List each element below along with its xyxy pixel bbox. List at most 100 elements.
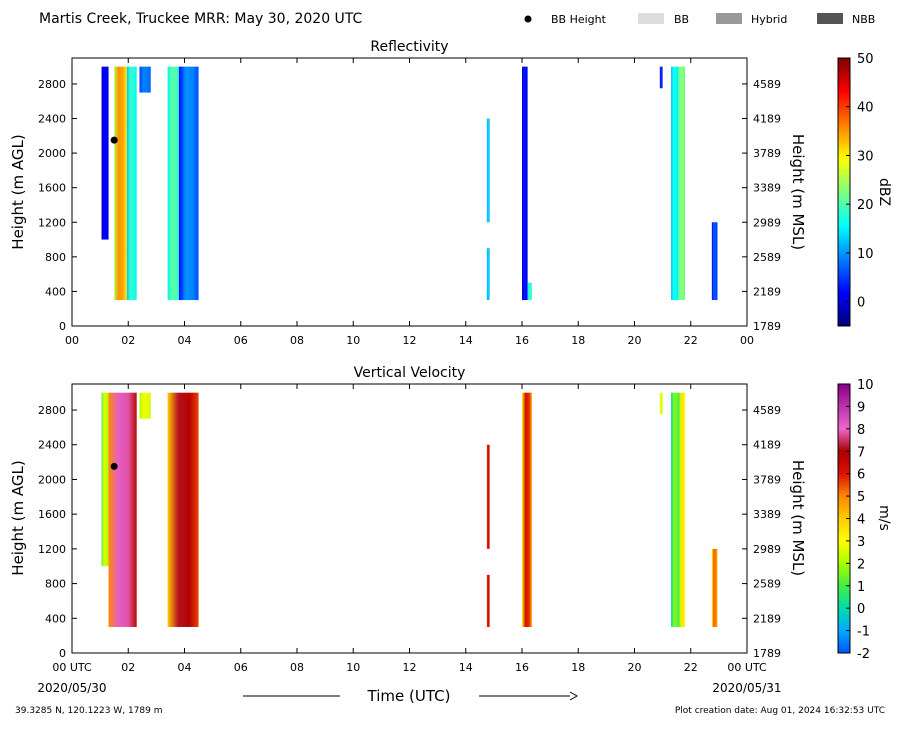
velocity-y2-tick-label: 2589 [753,578,781,591]
reflectivity-echo [486,248,490,301]
legend-bb-swatch [638,13,664,24]
location-coords: 39.3285 N, 120.1223 W, 1789 m [15,706,163,716]
velocity-echo [108,392,137,627]
velocity-colorbar-tick-label: -1 [857,625,870,640]
legend-bb-height-label: BB Height [551,13,607,26]
reflectivity-echo [527,282,532,301]
reflectivity-x-tick-label: 16 [515,334,529,347]
velocity-bb-markers [110,462,118,470]
velocity-echoes [101,392,718,627]
velocity-y-tick-label: 2800 [38,404,66,417]
reflectivity-echo [671,66,679,301]
reflectivity-panel: Reflectivity 00 02 04 06 08 10 12 14 16 18 20 22 00 … [9,39,892,347]
velocity-colorbar-tick-label: 9 [857,400,865,415]
end-date: 2020/05/31 [712,681,781,695]
reflectivity-y-tick-label: 0 [59,320,66,333]
velocity-colorbar-tick-label: 0 [857,602,865,617]
velocity-echo [659,392,663,415]
reflectivity-y-tick-label: 1200 [38,216,66,229]
velocity-x-tick-label: 20 [628,661,642,674]
reflectivity-colorbar-tick-label: 20 [857,198,874,213]
velocity-y-tick-label: 800 [45,578,66,591]
reflectivity-y2-tick-label: 3789 [753,147,781,160]
reflectivity-echo [711,222,718,301]
velocity-echo [679,392,686,627]
reflectivity-x-tick-label: 08 [290,334,304,347]
reflectivity-x-tick-label: 00 [65,334,79,347]
reflectivity-x-tick-label: 22 [684,334,698,347]
legend: BB Height BB Hybrid NBB [524,13,875,26]
velocity-y-ticks: 0 400 800 1200 1600 2000 2400 2800 [38,404,77,660]
plot-creation-date: Plot creation date: Aug 01, 2024 16:32:5… [675,706,885,716]
velocity-ylabel: Height (m AGL) [9,460,27,575]
reflectivity-y2-tick-label: 4589 [753,78,781,91]
velocity-y-tick-label: 2000 [38,473,66,486]
reflectivity-y-tick-label: 2000 [38,147,66,160]
velocity-y2-tick-label: 1789 [753,647,781,660]
x-axis-arrow-head [569,691,579,701]
reflectivity-colorbar-label: dBZ [876,178,892,206]
reflectivity-colorbar-tick-label: 40 [857,101,874,116]
reflectivity-x-tick-label: 14 [459,334,473,347]
velocity-y-tick-label: 0 [59,647,66,660]
velocity-colorbar-tick-label: -2 [857,647,870,662]
reflectivity-x-tick-label: 18 [571,334,585,347]
velocity-bb-height-point [110,462,118,470]
velocity-y-tick-label: 2400 [38,439,66,452]
start-date: 2020/05/30 [37,681,106,695]
reflectivity-x-tick-label: 00 [740,334,754,347]
velocity-y-tick-label: 1200 [38,543,66,556]
legend-hybrid-label: Hybrid [751,13,787,26]
reflectivity-y2-tick-label: 4189 [753,113,781,126]
velocity-y2label: Height (m MSL) [789,460,807,576]
velocity-colorbar-tick-label: 10 [857,378,874,393]
reflectivity-y-tick-label: 2800 [38,78,66,91]
velocity-x-tick-label: 00 UTC [727,661,767,674]
reflectivity-y-tick-label: 800 [45,251,66,264]
velocity-echo [711,548,718,627]
reflectivity-bb-markers [110,136,118,144]
legend-bb-height-dot [524,15,532,23]
reflectivity-title: Reflectivity [370,39,448,55]
reflectivity-x-tick-label: 12 [403,334,417,347]
reflectivity-y2label: Height (m MSL) [789,134,807,250]
reflectivity-bb-height-point [110,136,118,144]
reflectivity-y-tick-label: 2400 [38,113,66,126]
reflectivity-x-tick-label: 06 [234,334,248,347]
reflectivity-colorbar-scale [837,57,851,327]
velocity-x-ticks: 00 UTC 02 04 06 08 10 12 14 16 18 20 22 00 UTC [52,384,767,674]
velocity-x-tick-label: 18 [571,661,585,674]
reflectivity-colorbar-tick-label: 50 [857,52,874,67]
reflectivity-y2-tick-label: 1789 [753,320,781,333]
velocity-colorbar-tick-label: 2 [857,557,865,572]
x-axis-label: Time (UTC) [367,687,451,705]
velocity-colorbar-tick-label: 8 [857,423,865,438]
reflectivity-x-tick-label: 10 [346,334,360,347]
reflectivity-y2-tick-label: 2989 [753,216,781,229]
reflectivity-echo [114,66,127,301]
reflectivity-y2-tick-label: 2189 [753,285,781,298]
reflectivity-y2-tick-label: 2589 [753,251,781,264]
reflectivity-x-ticks: 00 02 04 06 08 10 12 14 16 18 20 22 00 [65,58,754,347]
velocity-x-tick-label: 00 UTC [52,661,92,674]
reflectivity-colorbar-tick-label: 0 [857,296,865,311]
reflectivity-echo [139,66,151,93]
velocity-panel: Vertical Velocity 00 UTC 02 04 06 08 10 12 14 16… [9,365,892,674]
velocity-echo [522,392,532,627]
reflectivity-colorbar-tick-label: 10 [857,247,874,262]
velocity-x-tick-label: 12 [403,661,417,674]
reflectivity-y2-tick-label: 3389 [753,182,781,195]
velocity-title: Vertical Velocity [354,365,466,381]
velocity-x-tick-label: 22 [684,661,698,674]
reflectivity-echo [126,66,137,301]
velocity-x-tick-label: 10 [346,661,360,674]
velocity-y2-ticks: 1789 2189 2589 2989 3389 3789 4189 4589 [742,404,781,660]
reflectivity-echoes [101,66,718,301]
velocity-x-tick-label: 14 [459,661,473,674]
velocity-y2-tick-label: 2189 [753,612,781,625]
velocity-x-tick-label: 16 [515,661,529,674]
reflectivity-echo [101,66,109,240]
velocity-echo [167,392,199,627]
velocity-y2-tick-label: 4189 [753,439,781,452]
velocity-colorbar-tick-label: 7 [857,445,865,460]
